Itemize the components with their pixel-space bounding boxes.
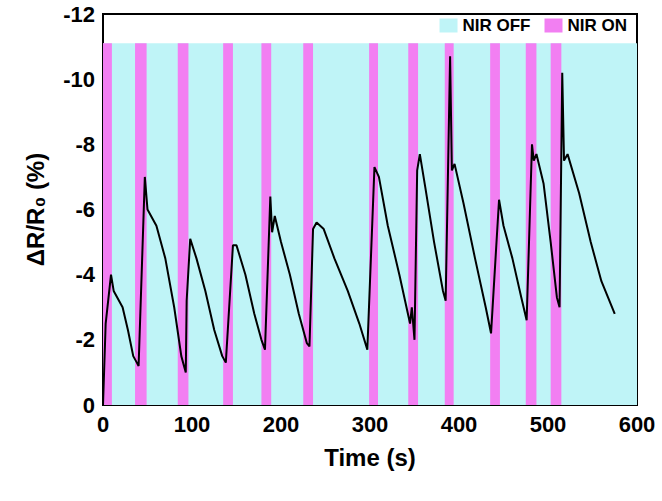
svg-text:0: 0: [83, 393, 95, 418]
svg-text:-10: -10: [63, 67, 95, 92]
svg-text:ΔR/R₀ (%): ΔR/R₀ (%): [22, 153, 49, 266]
svg-text:-2: -2: [75, 327, 95, 352]
svg-text:600: 600: [619, 412, 656, 437]
svg-text:500: 500: [530, 412, 567, 437]
svg-text:200: 200: [263, 412, 300, 437]
svg-text:-12: -12: [63, 2, 95, 27]
svg-text:-8: -8: [75, 132, 95, 157]
svg-text:NIR ON: NIR ON: [568, 16, 628, 35]
svg-text:0: 0: [97, 412, 109, 437]
svg-text:100: 100: [174, 412, 211, 437]
svg-text:300: 300: [352, 412, 389, 437]
svg-text:-6: -6: [75, 197, 95, 222]
svg-text:NIR OFF: NIR OFF: [463, 16, 531, 35]
svg-text:400: 400: [441, 412, 478, 437]
svg-text:Time (s): Time (s): [324, 444, 416, 471]
svg-text:-4: -4: [75, 262, 95, 287]
